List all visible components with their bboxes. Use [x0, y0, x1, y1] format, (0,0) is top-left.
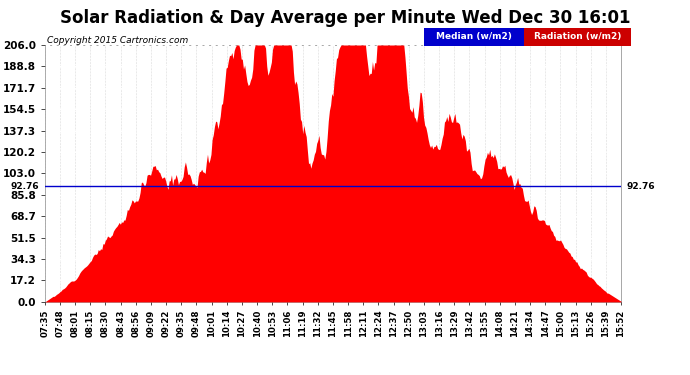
Text: 92.76: 92.76: [627, 182, 655, 191]
Text: Solar Radiation & Day Average per Minute Wed Dec 30 16:01: Solar Radiation & Day Average per Minute…: [60, 9, 630, 27]
Text: 92.76: 92.76: [10, 182, 39, 191]
Text: Radiation (w/m2): Radiation (w/m2): [534, 32, 622, 41]
Text: Median (w/m2): Median (w/m2): [437, 32, 512, 41]
Text: Copyright 2015 Cartronics.com: Copyright 2015 Cartronics.com: [47, 36, 188, 45]
